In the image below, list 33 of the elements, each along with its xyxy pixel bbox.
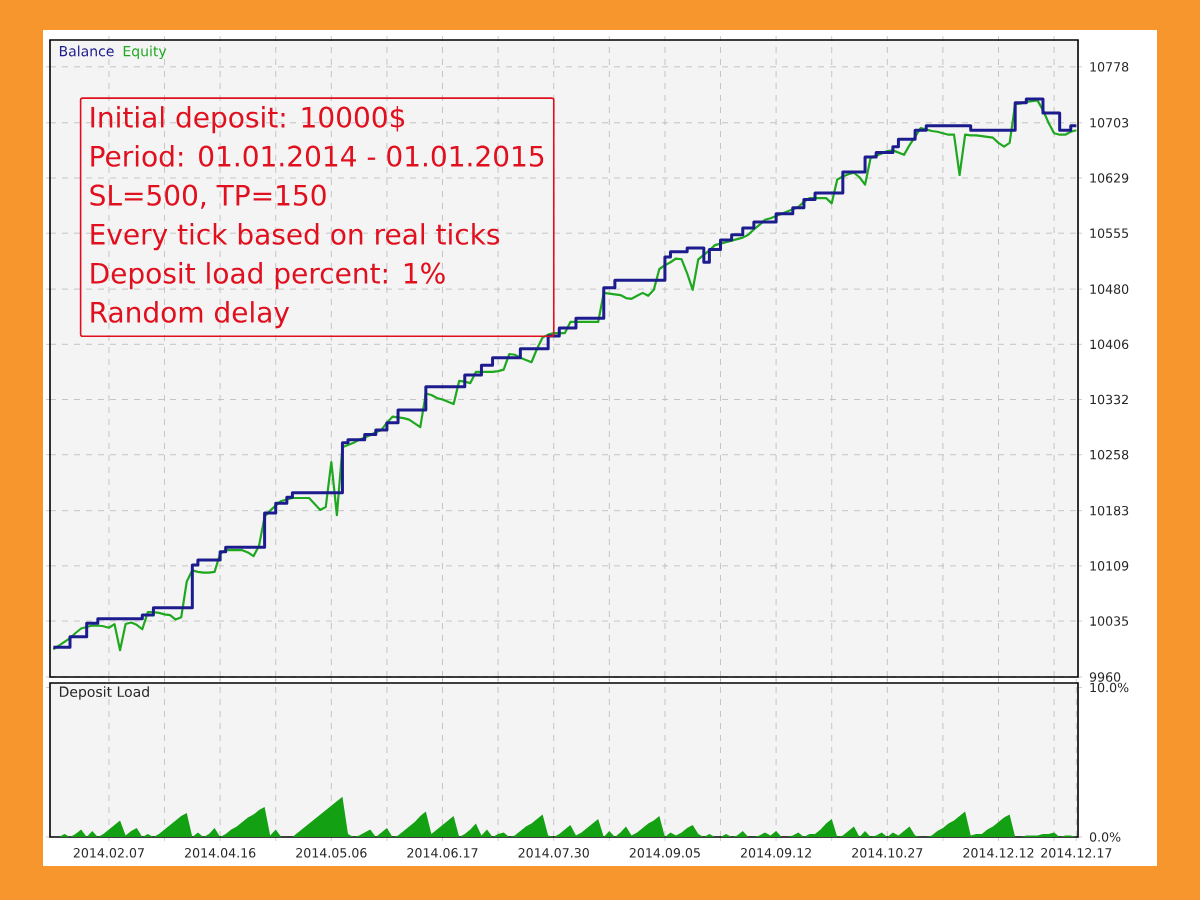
y-tick-label: 10629 xyxy=(1090,173,1129,183)
x-tick-label: 2014.12.12 xyxy=(963,848,1034,858)
y-tick-label: 0.0% xyxy=(1089,832,1121,842)
x-tick-label: 2014.02.07 xyxy=(73,848,144,858)
y-tick-label: 10406 xyxy=(1090,339,1129,350)
annotation: Period: 01.01.2014 - 01.01.2015 xyxy=(91,145,544,167)
y-tick-label: 9960 xyxy=(1089,672,1121,682)
y-tick-label: 10332 xyxy=(1090,394,1128,405)
y-tick-label: 10109 xyxy=(1090,561,1129,571)
x-tick-label: 2014.10.27 xyxy=(852,848,923,858)
x-tick-label: 2014.04.16 xyxy=(184,848,256,858)
x-tick-label: 2014.09.05 xyxy=(629,848,700,858)
annotation: Random delay xyxy=(91,301,290,329)
y-tick-label: 10555 xyxy=(1090,228,1129,238)
y-tick-label: 10703 xyxy=(1090,118,1129,128)
y-tick-label: 10480 xyxy=(1090,284,1129,294)
x-tick-label: 2014.06.17 xyxy=(407,848,478,858)
text: Equity xyxy=(123,45,167,60)
chart-title: Deposit Load xyxy=(59,686,149,700)
x-tick-label: 2014.07.30 xyxy=(518,848,589,858)
annotation: Initial deposit: 10000$ xyxy=(91,106,405,134)
x-tick-label: 2014.09.12 xyxy=(740,848,811,858)
y-tick-label: 10.0% xyxy=(1090,682,1129,693)
y-tick-label: 10183 xyxy=(1090,505,1129,516)
text: Balance xyxy=(59,45,114,57)
x-tick-label: 2014.05.06 xyxy=(296,848,367,858)
annotation: Deposit load percent: 1% xyxy=(91,262,445,290)
annotation: Every tick based on real ticks xyxy=(91,223,500,251)
annotation: SL=500, TP=150 xyxy=(90,184,326,209)
x-tick-label: 2014.12.17 xyxy=(1041,848,1112,858)
y-tick-label: 10035 xyxy=(1090,616,1129,626)
y-tick-label: 10778 xyxy=(1090,62,1129,72)
y-tick-label: 10258 xyxy=(1090,449,1129,460)
